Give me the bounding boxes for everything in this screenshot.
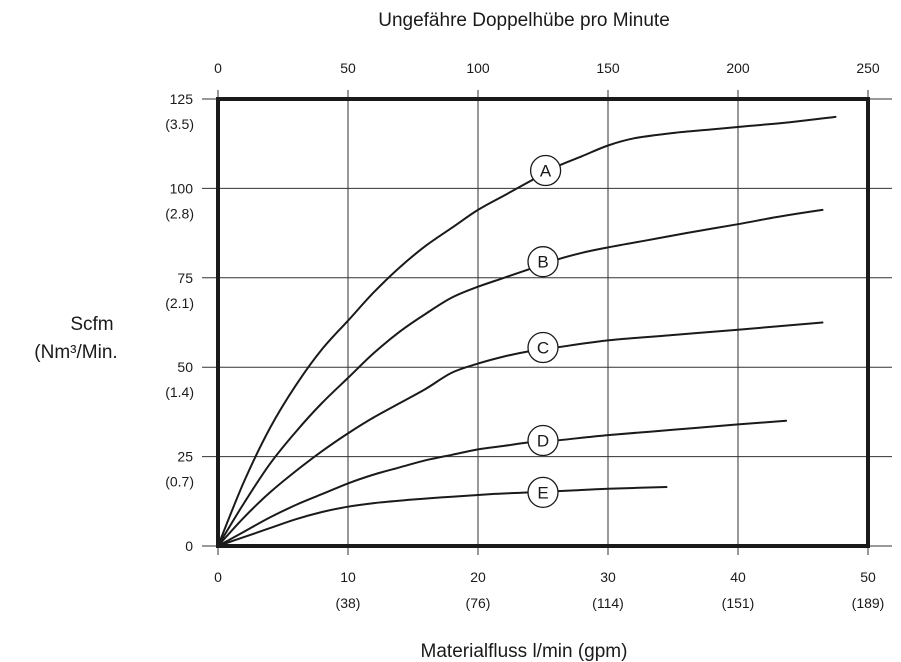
x-tick-sublabel: (76) xyxy=(466,595,491,611)
y-tick-sublabel: (1.4) xyxy=(165,384,194,400)
curve-d xyxy=(217,419,788,547)
curve-label-circle xyxy=(527,331,559,364)
y-tick-label: 50 xyxy=(177,359,193,375)
top-tick-label: 150 xyxy=(596,60,620,76)
x-tick-sublabel: (38) xyxy=(336,595,361,611)
x-tick-label: 10 xyxy=(340,569,356,585)
y-tick-label: 100 xyxy=(170,180,194,196)
x-tick-label: 40 xyxy=(730,569,746,585)
y-tick-label: 125 xyxy=(170,91,194,107)
x-tick-label: 0 xyxy=(214,569,222,585)
curve-label-circle xyxy=(527,476,559,509)
curve-label-b: B xyxy=(537,253,548,272)
top-tick-label: 100 xyxy=(466,60,490,76)
curve-a xyxy=(217,115,837,547)
x-tick-sublabel: (189) xyxy=(852,595,885,611)
y-axis: 0 25 (0.7) 50 (1.4) 75 (2.1) 100 (2.8) 125 (3.5) xyxy=(165,91,194,554)
x-axis: 0 10 (38) 20 (76) 30 (114) 40 (151) 50 (189) xyxy=(214,569,884,611)
top-axis-title: Ungefähre Doppelhübe pro Minute xyxy=(378,10,670,31)
top-tick-label: 0 xyxy=(214,60,222,76)
x-tick-label: 30 xyxy=(600,569,616,585)
x-tick-sublabel: (151) xyxy=(722,595,755,611)
top-tick-label: 200 xyxy=(726,60,750,76)
x-axis-title: Materialfluss l/min (gpm) xyxy=(421,641,628,662)
top-tick-label: 250 xyxy=(856,60,880,76)
curves xyxy=(217,115,837,547)
curve-label-d: D xyxy=(537,432,549,451)
curve-label-e: E xyxy=(537,483,548,502)
y-tick-label: 0 xyxy=(185,538,193,554)
y-tick-sublabel: (0.7) xyxy=(165,474,194,490)
curve-e xyxy=(217,486,668,547)
curve-label-c: C xyxy=(537,339,549,358)
x-tick-sublabel: (114) xyxy=(592,595,624,611)
y-tick-sublabel: (2.8) xyxy=(165,205,194,221)
top-axis: 0 50 100 150 200 250 xyxy=(214,60,880,76)
y-tick-label: 25 xyxy=(177,449,193,465)
top-tick-label: 50 xyxy=(340,60,356,76)
y-tick-sublabel: (2.1) xyxy=(165,295,194,311)
curve-label-circle xyxy=(529,154,562,187)
y-axis-title-unit: (Nm³/Min. xyxy=(34,342,117,363)
x-tick-label: 50 xyxy=(860,569,876,585)
x-tick-label: 20 xyxy=(470,569,486,585)
y-axis-title: Scfm xyxy=(70,314,113,335)
curve-label-circle xyxy=(527,424,559,457)
curve-c xyxy=(217,321,824,547)
plot-frame xyxy=(216,97,870,548)
curve-label-circle xyxy=(527,246,559,278)
curve-b xyxy=(217,208,824,547)
y-tick-label: 75 xyxy=(177,270,193,286)
curve-label-a: A xyxy=(540,162,552,181)
y-tick-sublabel: (3.5) xyxy=(165,116,194,132)
curve-labels: A B C D E xyxy=(527,154,562,509)
